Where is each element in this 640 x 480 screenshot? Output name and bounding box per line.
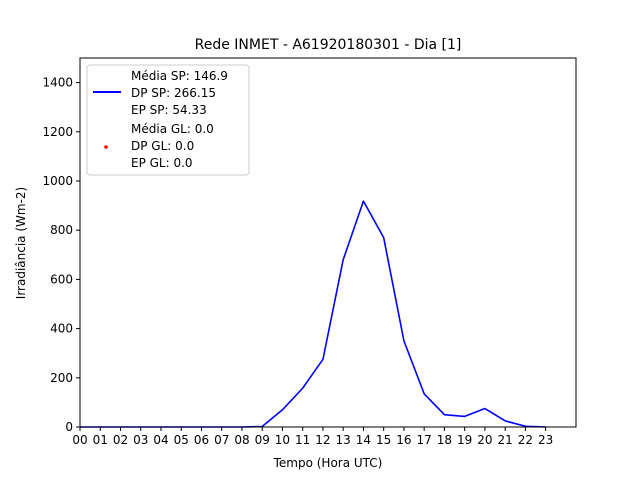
x-tick-label: 03: [133, 433, 148, 447]
x-tick-label: 12: [315, 433, 330, 447]
x-tick-label: 13: [336, 433, 351, 447]
y-tick-label: 800: [50, 223, 73, 237]
legend-box: [86, 64, 250, 176]
y-tick-label: 1400: [42, 76, 73, 90]
legend: Média SP: 146.9 DP SP: 266.15 EP SP: 54.…: [86, 64, 250, 176]
legend-swatch-gl: [104, 145, 108, 149]
legend-sp-std: DP SP: 266.15: [131, 86, 216, 100]
x-tick-label: 16: [396, 433, 411, 447]
legend-gl-std: DP GL: 0.0: [131, 139, 194, 153]
plot-frame: [79, 57, 577, 428]
y-tick-label: 600: [50, 272, 73, 286]
chart-title: Rede INMET - A61920180301 - Dia [1]: [195, 37, 462, 53]
x-tick-label: 17: [417, 433, 432, 447]
y-tick-label: 200: [50, 371, 73, 385]
y-tick-label: 400: [50, 322, 73, 336]
x-tick-label: 08: [234, 433, 249, 447]
x-tick-label: 19: [457, 433, 472, 447]
y-tick-label: 0: [65, 420, 73, 434]
x-tick-label: 15: [376, 433, 391, 447]
x-tick-label: 14: [356, 433, 371, 447]
x-tick-label: 01: [93, 433, 108, 447]
x-tick-label: 00: [72, 433, 87, 447]
y-axis-label: Irradiância (Wm-2): [14, 187, 28, 299]
legend-gl-mean: Média GL: 0.0: [131, 122, 214, 136]
x-tick-label: 06: [194, 433, 209, 447]
x-tick-label: 02: [113, 433, 128, 447]
x-tick-label: 10: [275, 433, 290, 447]
x-tick-label: 21: [498, 433, 513, 447]
y-tick-label: 1000: [42, 174, 73, 188]
x-tick-label: 09: [255, 433, 270, 447]
x-tick-label: 04: [153, 433, 168, 447]
legend-sp-err: EP SP: 54.33: [131, 103, 207, 117]
x-tick-label: 20: [477, 433, 492, 447]
x-tick-label: 07: [214, 433, 229, 447]
x-tick-label: 11: [295, 433, 310, 447]
x-tick-label: 23: [538, 433, 553, 447]
y-tick-label: 1200: [42, 125, 73, 139]
x-axis-label: Tempo (Hora UTC): [273, 456, 383, 470]
x-axis: 00 01 02 03 04 05 06 07 08 09 10 11 12 13 14 15 16 17 18 19…: [72, 427, 553, 447]
x-tick-label: 18: [437, 433, 452, 447]
y-axis: 0 200 400 600 800 1000 1200 1400: [42, 76, 80, 434]
legend-sp-mean: Média SP: 146.9: [131, 69, 228, 83]
x-tick-label: 05: [174, 433, 189, 447]
x-tick-label: 22: [518, 433, 533, 447]
legend-gl-err: EP GL: 0.0: [131, 156, 193, 170]
